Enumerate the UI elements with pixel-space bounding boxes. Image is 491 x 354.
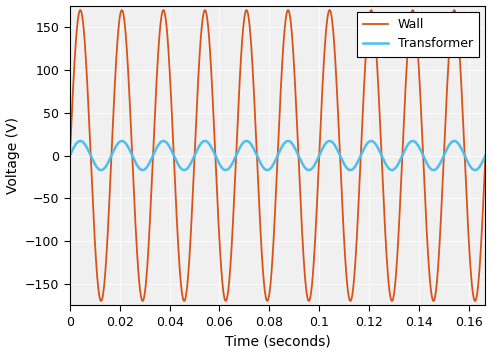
Transformer	[84, 146, 90, 150]
Wall	[67, 153, 73, 158]
Transformer	[148, 157, 154, 161]
Transformer	[270, 163, 276, 167]
Y-axis label: Voltage (V): Voltage (V)	[5, 117, 20, 194]
Transformer	[67, 153, 73, 158]
Wall	[270, 247, 276, 251]
Wall	[84, 79, 90, 83]
Wall	[461, 128, 466, 132]
Transformer	[69, 149, 75, 154]
Legend: Wall, Transformer: Wall, Transformer	[356, 12, 479, 57]
Wall	[148, 189, 154, 194]
X-axis label: Time (seconds): Time (seconds)	[225, 335, 330, 348]
Transformer	[483, 153, 489, 158]
Transformer	[410, 139, 416, 143]
Wall	[69, 113, 75, 117]
Wall	[92, 238, 98, 242]
Line: Transformer: Transformer	[70, 141, 486, 170]
Transformer	[92, 162, 98, 166]
Wall	[431, 299, 436, 303]
Transformer	[461, 151, 466, 155]
Line: Wall: Wall	[70, 10, 486, 301]
Wall	[483, 153, 489, 158]
Wall	[410, 8, 416, 12]
Transformer	[431, 168, 436, 172]
